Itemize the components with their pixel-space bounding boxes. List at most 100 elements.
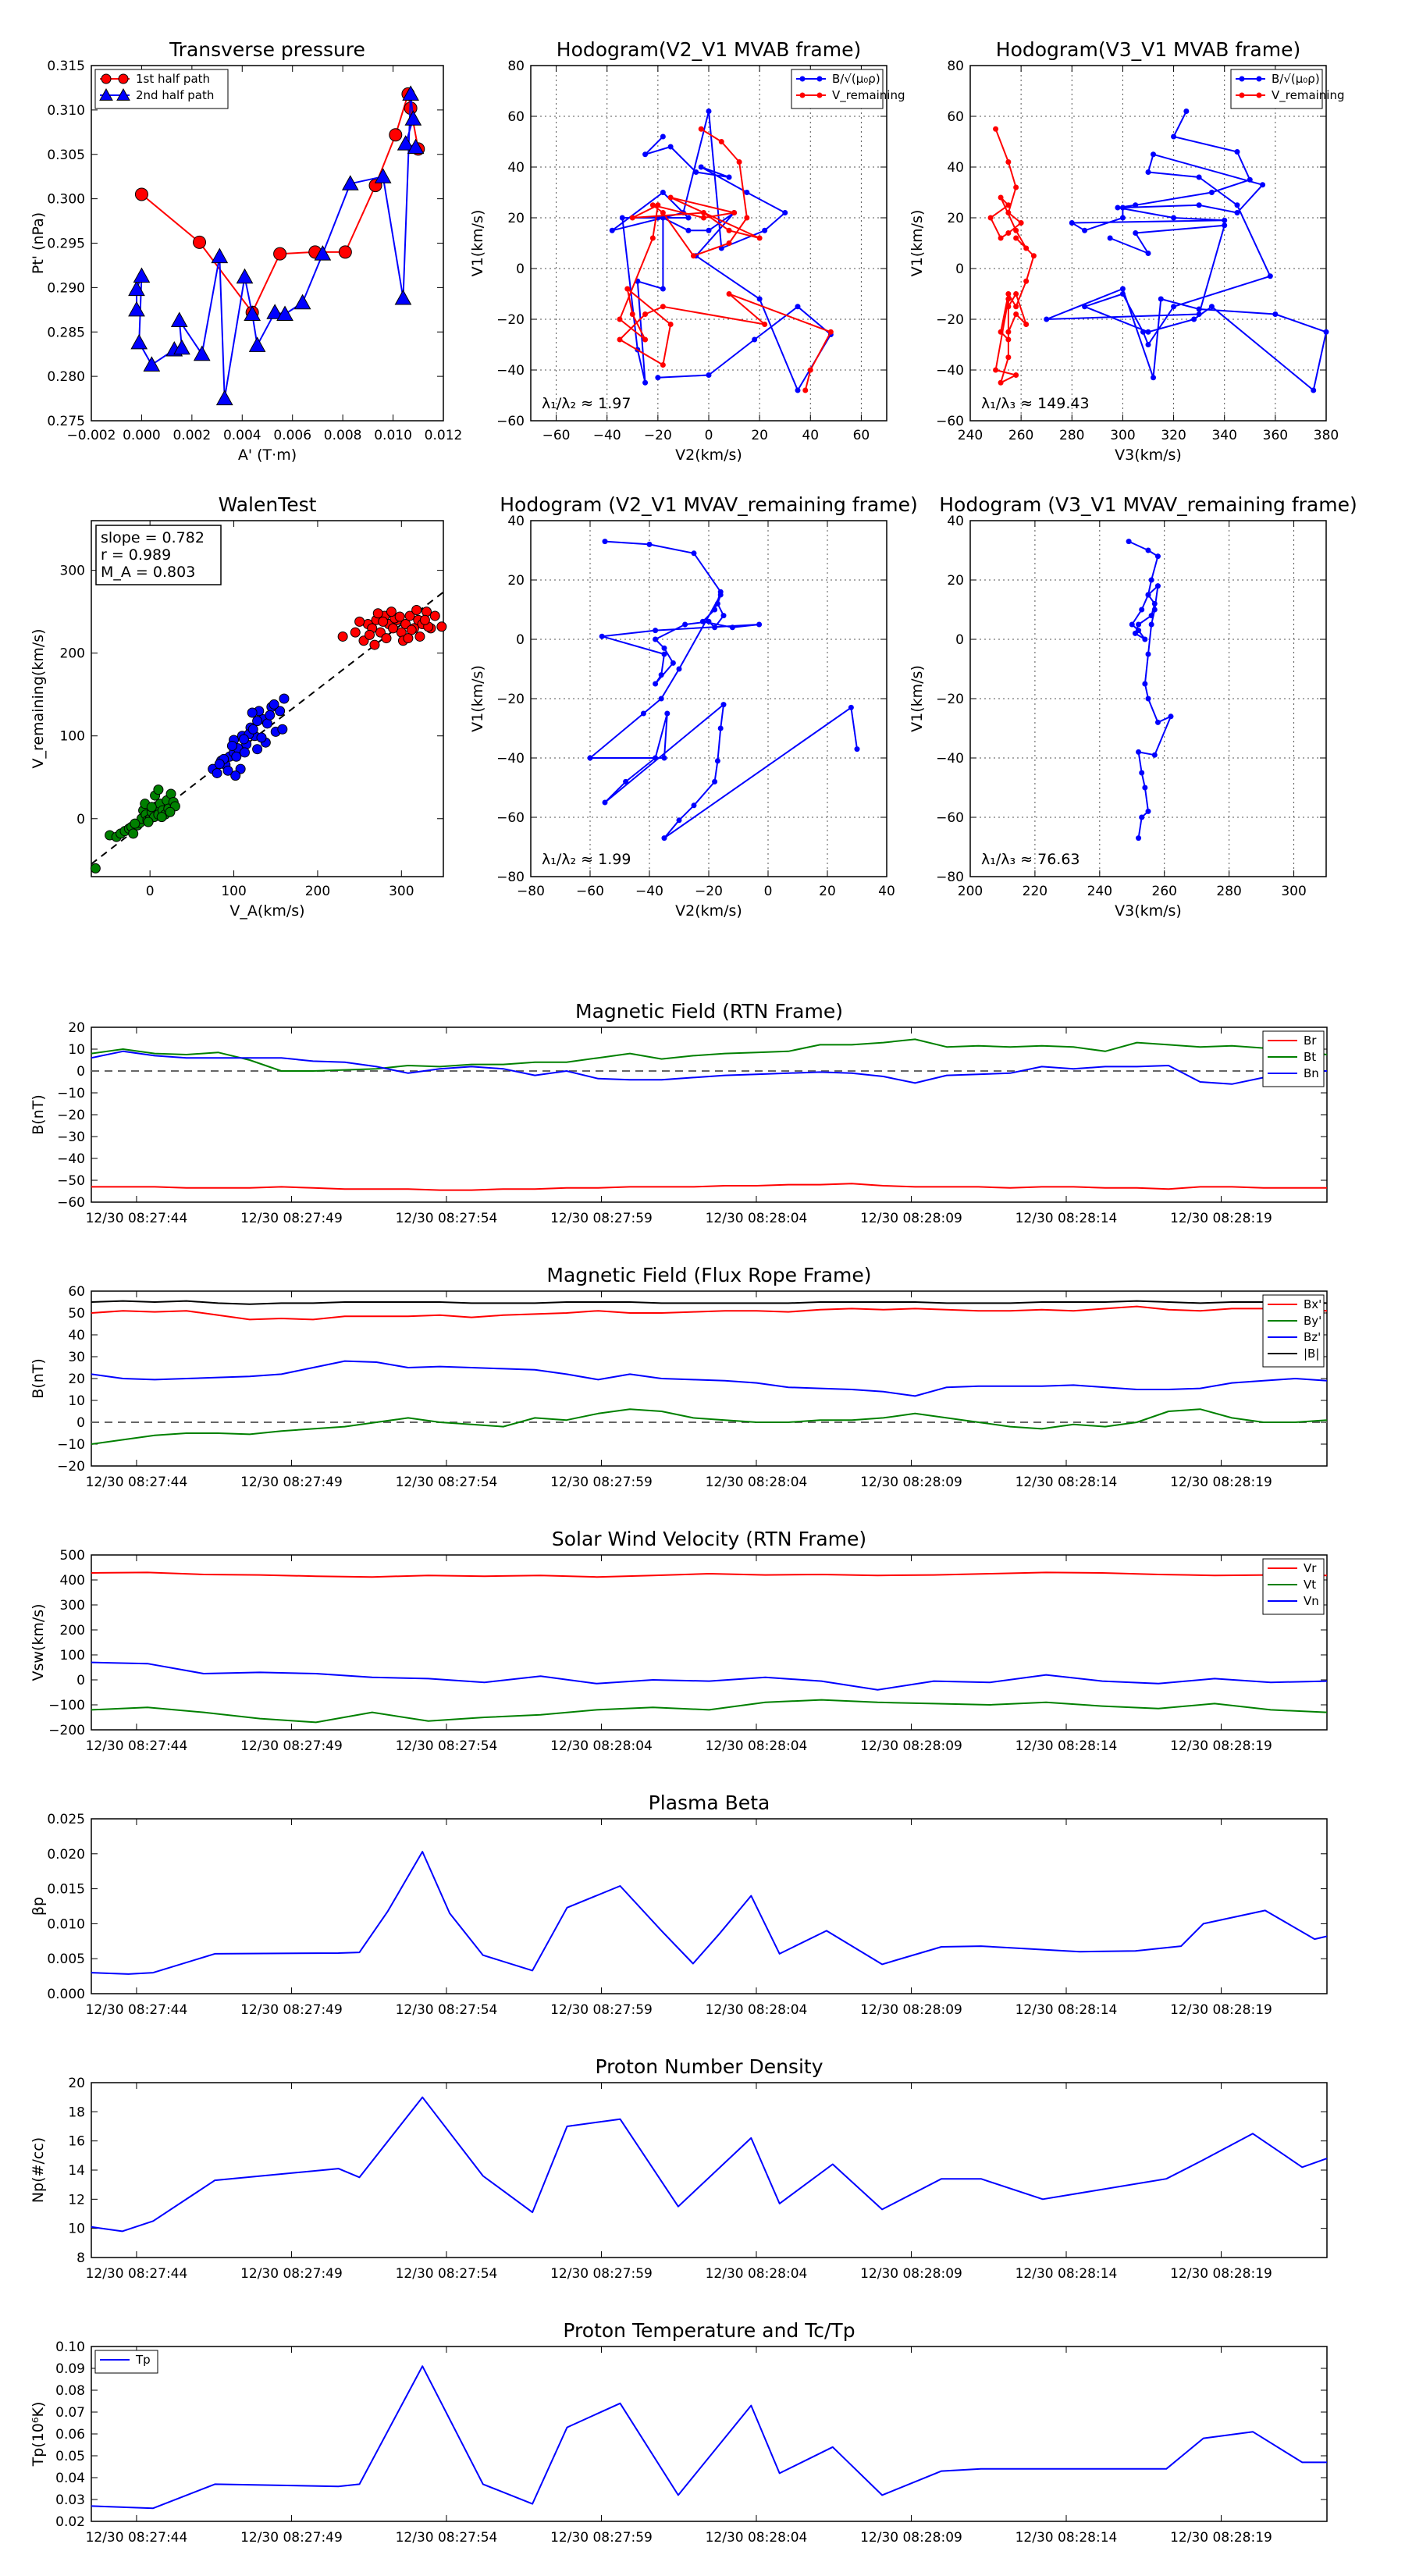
data-point [1013, 184, 1019, 190]
data-point [1005, 159, 1012, 165]
data-point [726, 227, 732, 233]
annotation-text: r = 0.989 [101, 546, 171, 564]
y-tick-label: −60 [936, 810, 964, 826]
y-axis-label: Np(#/cc) [30, 2137, 47, 2203]
data-point [642, 379, 649, 386]
x-tick-label: 12/30 08:28:19 [1170, 2002, 1272, 2018]
y-tick-label: −10 [57, 1437, 85, 1453]
x-tick-label: 0.008 [324, 428, 362, 443]
data-point [1256, 92, 1262, 98]
y-tick-label: 100 [60, 1648, 85, 1663]
chart-title: Magnetic Field (Flux Rope Frame) [546, 1264, 871, 1286]
y-tick-label: 12 [68, 2192, 85, 2208]
data-point [1136, 835, 1142, 841]
y-tick-label: 18 [68, 2105, 85, 2120]
legend-label: Bx' [1304, 1297, 1321, 1311]
data-point [629, 311, 635, 317]
data-point [394, 611, 405, 622]
y-tick-label: 40 [947, 514, 964, 529]
data-point [212, 767, 222, 778]
y-tick-label: 300 [60, 1598, 85, 1614]
legend-label: 2nd half path [136, 88, 214, 102]
data-point [1196, 306, 1202, 312]
y-tick-label: 0.000 [47, 1987, 85, 2002]
x-tick-label: 200 [958, 884, 983, 899]
data-point [338, 245, 352, 259]
data-point [1151, 600, 1158, 607]
y-tick-label: −200 [48, 1723, 85, 1738]
x-tick-label: 12/30 08:27:54 [396, 1738, 498, 1754]
data-point [1013, 235, 1019, 241]
data-point [744, 215, 750, 221]
data-point [215, 390, 233, 406]
data-point [993, 126, 999, 132]
data-point [718, 139, 724, 144]
data-point [998, 194, 1004, 201]
x-tick-label: 12/30 08:28:04 [706, 2530, 808, 2546]
data-point [128, 280, 145, 297]
y-tick-label: 0.06 [55, 2427, 85, 2443]
annotation-text: slope = 0.782 [101, 529, 205, 546]
x-tick-label: 240 [1087, 884, 1112, 899]
data-point [1140, 329, 1146, 335]
y-tick-label: 100 [60, 729, 85, 745]
chart-mag_fr: Magnetic Field (Flux Rope Frame) −20 −10 0 1… [30, 1264, 1328, 1490]
x-tick-label: 0 [764, 884, 773, 899]
data-point [676, 666, 682, 672]
annotation-text: λ₁/λ₃ ≈ 76.63 [981, 851, 1080, 868]
y-tick-label: 0 [76, 1673, 85, 1688]
data-point [143, 356, 161, 372]
chart-title: Transverse pressure [169, 38, 365, 61]
data-point [693, 169, 699, 175]
data-point [1126, 539, 1132, 545]
x-tick-label: 20 [751, 428, 768, 443]
y-tick-label: 60 [507, 109, 525, 125]
data-point [252, 716, 263, 727]
y-tick-label: 20 [68, 1020, 85, 1036]
data-point [658, 672, 664, 678]
data-point [128, 301, 145, 317]
x-tick-label: 100 [221, 884, 246, 899]
annotation-text: λ₁/λ₂ ≈ 1.97 [542, 395, 631, 412]
y-tick-label: −20 [496, 692, 525, 707]
data-point [587, 755, 593, 761]
x-tick-label: 0.002 [173, 428, 212, 443]
data-point [698, 126, 704, 132]
data-point [698, 164, 704, 170]
legend-box [1262, 1294, 1325, 1368]
data-point [1142, 681, 1148, 687]
data-point [1013, 304, 1019, 310]
data-point [1023, 245, 1030, 251]
x-tick-label: 380 [1314, 428, 1339, 443]
legend-box [791, 69, 884, 109]
data-point [165, 806, 176, 817]
legend-box [94, 69, 229, 109]
x-tick-label: 12/30 08:28:09 [860, 1738, 962, 1754]
data-point [1196, 174, 1202, 180]
data-point [397, 135, 414, 151]
data-point [720, 702, 727, 708]
data-point [193, 235, 207, 249]
data-point [1145, 329, 1151, 335]
data-point [712, 778, 718, 785]
data-point [279, 693, 290, 704]
data-point [265, 710, 276, 720]
data-point [731, 210, 738, 215]
y-tick-label: −20 [57, 1108, 85, 1123]
y-tick-label: −20 [57, 1459, 85, 1475]
x-tick-label: 12/30 08:28:19 [1170, 1475, 1272, 1490]
chart-title: Magnetic Field (RTN Frame) [575, 1000, 843, 1023]
x-tick-label: −80 [517, 884, 545, 899]
x-tick-label: 12/30 08:27:44 [86, 2530, 188, 2546]
data-point [1119, 286, 1126, 292]
data-point [1183, 109, 1190, 114]
data-point [1023, 278, 1030, 284]
annotation-text: λ₁/λ₃ ≈ 149.43 [981, 395, 1090, 412]
data-point [685, 215, 692, 221]
data-point [211, 247, 229, 264]
data-point [153, 785, 164, 795]
data-point [676, 817, 682, 824]
data-point [378, 616, 389, 627]
data-point [134, 187, 148, 201]
x-tick-label: 0 [146, 884, 155, 899]
